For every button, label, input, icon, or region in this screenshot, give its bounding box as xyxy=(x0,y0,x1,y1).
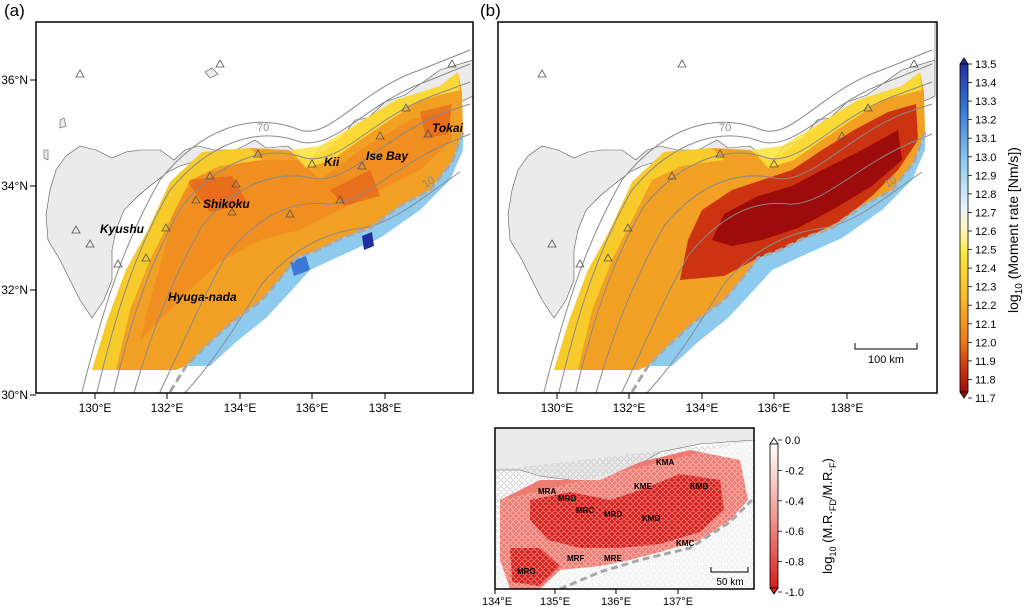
station-kmb: KMB xyxy=(690,482,708,491)
colorbar-main-tick-label: 11.7 xyxy=(975,393,996,405)
c-x-tick-136: 136°E xyxy=(601,596,631,607)
b-x-tick-136: 136°E xyxy=(758,401,791,415)
panel-c-scale-label: 50 km xyxy=(716,577,743,588)
c-x-tick-137: 137°E xyxy=(663,596,693,607)
colorbar-moment-rate-label: log10 (Moment rate [Nm/s]) xyxy=(1005,147,1024,313)
c-x-tick-134: 134°E xyxy=(482,596,512,607)
panel-b-scale-label: 100 km xyxy=(868,354,904,366)
panel-b-frame xyxy=(497,21,938,394)
station-kmc: KMC xyxy=(676,539,694,548)
a-x-tick-136: 136°E xyxy=(296,401,329,415)
panel-b-label: (b) xyxy=(480,1,501,20)
station-mrc: MRC xyxy=(576,506,594,515)
panel-b-scale-bar: 100 km xyxy=(854,343,918,366)
station-kmd: KMD xyxy=(642,514,660,523)
panel-c-frame xyxy=(494,427,755,590)
station-triangles xyxy=(71,59,457,268)
contour-label-70-a: 70 xyxy=(257,122,269,134)
b-x-tick-132: 132°E xyxy=(613,401,646,415)
colorbar-main-tick-label: 13.3 xyxy=(975,96,996,108)
panel-a: (a) xyxy=(1,1,474,415)
station-mrb: MRB xyxy=(558,494,576,503)
station-mra: MRA xyxy=(538,487,556,496)
c-x-tick-135: 135°E xyxy=(540,596,570,607)
a-x-tick-132: 132°E xyxy=(151,401,184,415)
colorbar-ratio-tick-label: -1.0 xyxy=(785,587,804,599)
station-mrg: MRG xyxy=(517,567,536,576)
colorbar-ratio-tick-label: -0.8 xyxy=(785,557,804,569)
colorbar-ratio-tick-label: -0.2 xyxy=(785,465,804,477)
a-y-tick-30: 30°N xyxy=(1,388,28,402)
colorbar-moment-rate: 13.5 13.4 13.3 13.2 13.1 13.0 12.9 12.8 12.7 12.6… xyxy=(959,57,1024,405)
colorbar-main-tick-label: 12.3 xyxy=(975,282,996,294)
a-y-tick-32: 32°N xyxy=(1,283,28,297)
a-y-tick-36: 36°N xyxy=(1,73,28,87)
colorbar-ratio-tick-label: 0.0 xyxy=(785,435,800,447)
colorbar-main-tick-label: 12.4 xyxy=(975,263,996,275)
station-kma: KMA xyxy=(656,458,674,467)
contour-label-70-b: 70 xyxy=(719,122,731,134)
place-shikoku: Shikoku xyxy=(203,197,250,211)
inset-trough xyxy=(559,498,754,589)
colorbar-main-tick-label: 12.7 xyxy=(975,207,996,219)
colorbar-ratio-tick-label: -0.4 xyxy=(785,496,804,508)
panel-a-label: (a) xyxy=(4,1,25,20)
place-ise-bay: Ise Bay xyxy=(366,149,409,163)
colorbar-ratio-tick-label: -0.6 xyxy=(785,526,804,538)
colorbar-main-tick-label: 13.0 xyxy=(975,152,996,164)
a-x-tick-130: 130°E xyxy=(79,401,112,415)
colorbar-main-tick-label: 13.2 xyxy=(975,115,996,127)
b-x-tick-138: 138°E xyxy=(831,401,864,415)
colorbar-main-tick-label: 12.2 xyxy=(975,300,996,312)
panel-c-scale-bar: 50 km xyxy=(710,567,749,588)
station-mrf: MRF xyxy=(567,554,584,563)
a-x-tick-138: 138°E xyxy=(369,401,402,415)
colorbar-ratio: 0.0 -0.2 -0.4 -0.6 -0.8 -1.0 log10 (M.R.FD/M.… xyxy=(769,435,838,599)
panel-b: (b) 70 10 xyxy=(480,1,938,415)
colorbar-main-tick-label: 11.8 xyxy=(975,374,996,386)
place-kyushu: Kyushu xyxy=(100,222,145,236)
colorbar-main-tick-label: 13.1 xyxy=(975,133,996,145)
colorbar-main-tick-label: 12.1 xyxy=(975,319,996,331)
station-mre: MRE xyxy=(604,554,622,563)
colorbar-main-tick-label: 13.5 xyxy=(975,59,996,71)
colorbar-main-tick-label: 12.5 xyxy=(975,245,996,257)
b-x-tick-130: 130°E xyxy=(541,401,574,415)
nankai-trough xyxy=(168,131,465,393)
place-hyuga-nada: Hyuga-nada xyxy=(168,290,237,304)
colorbar-main-tick-label: 11.9 xyxy=(975,356,996,368)
a-y-tick-34: 34°N xyxy=(1,179,28,193)
b-x-tick-134: 134°E xyxy=(686,401,719,415)
place-kii: Kii xyxy=(324,155,340,169)
colorbar-main-tick-label: 12.0 xyxy=(975,337,996,349)
colorbar-main-tick-label: 13.4 xyxy=(975,78,996,90)
colorbar-ratio-label: log10 (M.R.FD/M.R.F) xyxy=(820,458,838,574)
panel-a-frame xyxy=(35,21,474,394)
colorbar-main-tick-label: 12.9 xyxy=(975,170,996,182)
panel-c: MRA MRB MRC MRD MRE MRF MRG KMA KMB KMC … xyxy=(482,427,755,607)
colorbar-main-tick-label: 12.8 xyxy=(975,189,996,201)
place-tokai: Tokai xyxy=(432,121,464,135)
slab-contours xyxy=(81,49,471,393)
colorbar-main-tick-label: 12.6 xyxy=(975,226,996,238)
station-mrd: MRD xyxy=(604,510,622,519)
station-kme: KME xyxy=(634,482,652,491)
a-x-tick-134: 134°E xyxy=(224,401,257,415)
